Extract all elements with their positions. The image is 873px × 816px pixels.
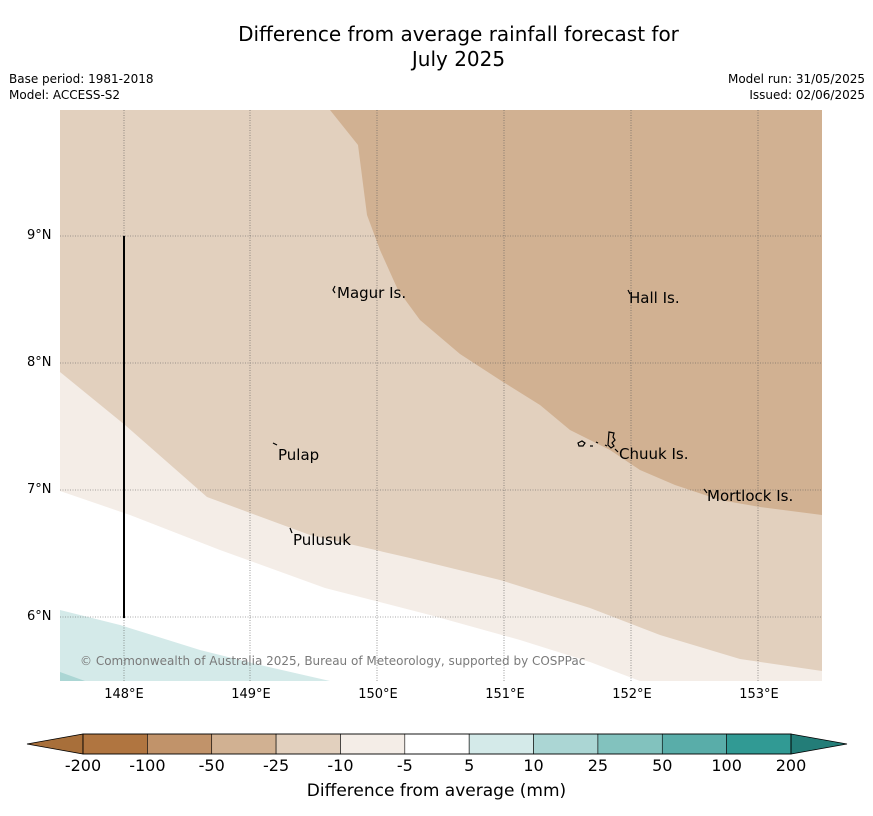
lat-label-9n: 9°N [27, 228, 52, 243]
colorbar-bin [404, 733, 470, 755]
colorbar-outline [82, 733, 792, 755]
island-outlines [272, 285, 708, 534]
title-line-2: July 2025 [411, 47, 506, 71]
lon-label-151e: 151°E [485, 687, 525, 702]
base-period: Base period: 1981-2018 [9, 72, 154, 86]
colorbar-tick-label: 25 [587, 756, 609, 775]
colorbar-bin [726, 733, 792, 755]
meta-left: Base period: 1981-2018 Model: ACCESS-S2 [9, 71, 154, 103]
place-pulusuk: Pulusuk [293, 531, 351, 549]
colorbar-extend-low [26, 733, 84, 755]
model-run: Model run: 31/05/2025 [727, 72, 865, 86]
colorbar-tick-label: -200 [64, 756, 102, 775]
colorbar-bin [661, 733, 727, 755]
colorbar [26, 733, 848, 755]
map-title: Difference from average rainfall forecas… [0, 22, 873, 72]
place-hall: Hall Is. [629, 289, 680, 307]
colorbar-tick-label: -10 [327, 756, 354, 775]
colorbar-extend-high [790, 733, 848, 755]
colorbar-bin [597, 733, 663, 755]
copyright-notice: © Commonwealth of Australia 2025, Bureau… [80, 654, 586, 668]
colorbar-tick-label: 100 [711, 756, 742, 775]
lat-label-8n: 8°N [27, 355, 52, 370]
meta-right: Model run: 31/05/2025 Issued: 02/06/2025 [728, 71, 865, 103]
lat-label-7n: 7°N [27, 482, 52, 497]
place-chuuk: Chuuk Is. [619, 445, 689, 463]
colorbar-tick-label: -100 [129, 756, 166, 775]
colorbar-bin [147, 733, 213, 755]
colorbar-tick-label: -25 [263, 756, 290, 775]
map-area [60, 110, 822, 681]
lon-label-149e: 149°E [231, 687, 271, 702]
colorbar-bin [533, 733, 599, 755]
rainfall-map [60, 110, 822, 681]
region-plus5 [60, 610, 330, 681]
colorbar-bins [82, 733, 792, 755]
colorbar-bin [82, 733, 148, 755]
lon-label-150e: 150°E [358, 687, 398, 702]
region-plus10 [60, 672, 85, 681]
place-mortlock: Mortlock Is. [707, 487, 794, 505]
model-name: Model: ACCESS-S2 [9, 88, 121, 102]
issued-date: Issued: 02/06/2025 [749, 88, 865, 102]
colorbar-tick-label: 10 [523, 756, 544, 775]
colorbar-title: Difference from average (mm) [306, 781, 567, 801]
colorbar-tick-label: -50 [198, 756, 225, 775]
colorbar-tick-label: 200 [775, 756, 807, 775]
colorbar-tick-label: 50 [652, 756, 673, 775]
colorbar-bin [340, 733, 406, 755]
colorbar-tick-label: -5 [396, 756, 413, 775]
lon-label-148e: 148°E [104, 687, 144, 702]
place-pulap: Pulap [278, 446, 320, 464]
colorbar-bin [275, 733, 341, 755]
colorbar-bin [211, 733, 277, 755]
lat-label-6n: 6°N [27, 609, 52, 624]
lon-label-153e: 153°E [739, 687, 779, 702]
place-magur: Magur Is. [337, 284, 407, 302]
lon-label-152e: 152°E [612, 687, 652, 702]
region-minus50 [330, 110, 822, 515]
colorbar-tick-label: 5 [464, 756, 475, 775]
colorbar-bin [468, 733, 534, 755]
title-line-1: Difference from average rainfall forecas… [238, 22, 679, 46]
